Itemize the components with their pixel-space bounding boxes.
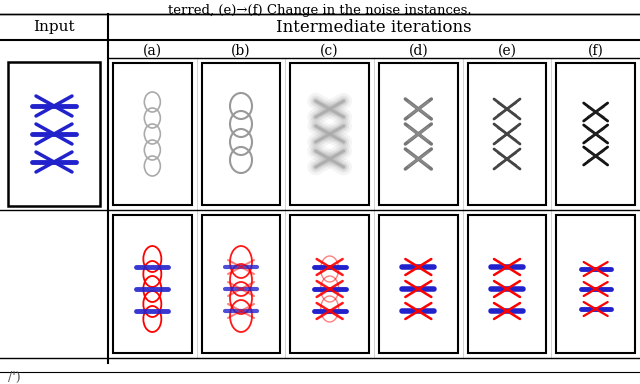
Bar	[202, 63, 280, 205]
Text: (a): (a)	[143, 44, 162, 58]
Text: terred, (e)→(f) Change in the noise instances.: terred, (e)→(f) Change in the noise inst…	[168, 4, 472, 17]
Text: Intermediate iterations: Intermediate iterations	[276, 18, 472, 35]
Bar	[291, 215, 369, 353]
Text: (c): (c)	[321, 44, 339, 58]
Bar	[113, 63, 191, 205]
Bar	[8, 62, 100, 206]
Bar	[113, 215, 191, 353]
Text: /'): /')	[8, 371, 20, 384]
Bar	[468, 63, 547, 205]
Bar	[556, 63, 635, 205]
Bar	[468, 215, 547, 353]
Bar	[379, 215, 458, 353]
Bar	[379, 63, 458, 205]
Text: Input: Input	[33, 20, 75, 34]
Bar	[291, 63, 369, 205]
Text: (e): (e)	[497, 44, 516, 58]
Text: (f): (f)	[588, 44, 604, 58]
Text: (d): (d)	[408, 44, 428, 58]
Bar	[202, 215, 280, 353]
Text: (b): (b)	[231, 44, 251, 58]
Bar	[556, 215, 635, 353]
